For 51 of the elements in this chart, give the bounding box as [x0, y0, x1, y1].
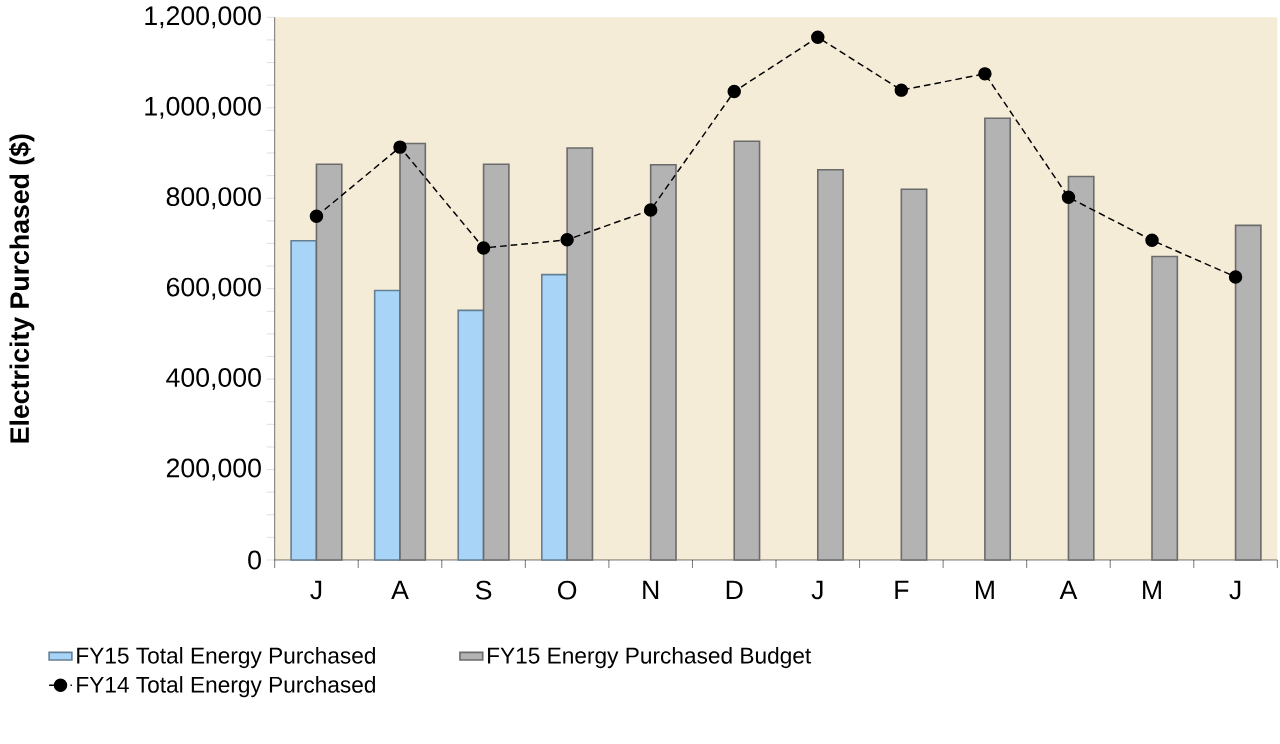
- point: [1228, 270, 1243, 284]
- point: [1145, 233, 1159, 248]
- y-axis-title: Electricity Purchased ($): [9, 134, 35, 443]
- legend-label: FY14 Total Energy Purchased: [77, 676, 375, 698]
- x-tick-label: O: [558, 580, 577, 600]
- point: [1061, 190, 1076, 205]
- y-tick-label: 600,000: [166, 277, 261, 300]
- point: [727, 84, 741, 99]
- legend-label: FY15 Total Energy Purchased: [77, 647, 375, 669]
- x-tick-label: A: [1059, 580, 1078, 600]
- bar: [373, 289, 401, 561]
- y-tick-label: 800,000: [166, 187, 261, 210]
- point: [643, 203, 658, 217]
- x-tick-label: N: [643, 580, 659, 600]
- bar: [733, 140, 761, 561]
- bar: [900, 188, 928, 561]
- bar: [649, 163, 677, 561]
- bar: [315, 163, 343, 561]
- x-tick-label: F: [895, 580, 909, 600]
- y-tick-label: 1,200,000: [145, 6, 261, 29]
- point: [894, 83, 909, 97]
- y-tick-label: 1,000,000: [145, 96, 261, 119]
- point: [476, 241, 491, 255]
- x-tick-label: S: [475, 580, 492, 600]
- x-tick-label: A: [391, 580, 409, 600]
- y-tick-label: 200,000: [166, 458, 261, 481]
- bar: [290, 239, 318, 561]
- point: [309, 209, 324, 224]
- bar: [457, 309, 485, 561]
- bar: [1234, 224, 1262, 561]
- y-tick-label: 400,000: [166, 368, 261, 391]
- bar: [482, 163, 510, 561]
- point: [811, 30, 825, 44]
- x-tick-label: M: [1143, 580, 1161, 600]
- x-tick-label: J: [1229, 580, 1241, 600]
- x-tick-label: J: [310, 580, 322, 600]
- point: [560, 233, 574, 247]
- bar: [399, 142, 427, 561]
- x-tick-label: M: [975, 580, 994, 600]
- bar: [1151, 255, 1179, 561]
- point: [393, 140, 407, 154]
- bar: [984, 117, 1012, 561]
- point: [978, 67, 992, 81]
- bar: [816, 168, 844, 561]
- legend-label: FY15 Energy Purchased Budget: [488, 647, 812, 669]
- x-tick-label: D: [726, 580, 743, 600]
- x-tick-label: J: [811, 580, 823, 600]
- bar: [1067, 175, 1095, 561]
- y-tick-label: 0: [248, 550, 261, 570]
- bar: [540, 273, 568, 561]
- bar: [566, 147, 594, 561]
